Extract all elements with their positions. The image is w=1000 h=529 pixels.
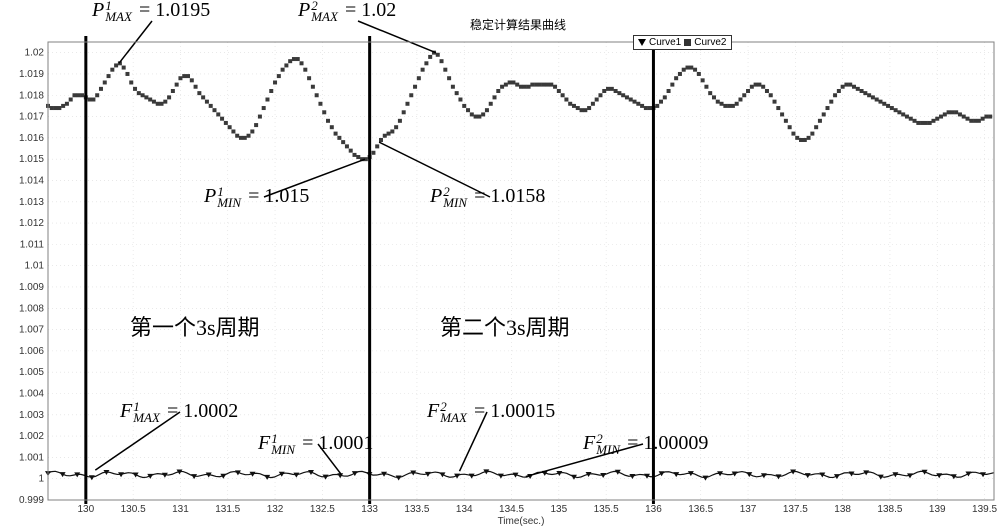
svg-text:1.012: 1.012 bbox=[19, 218, 44, 229]
annotation-pmin1: P1MIN = 1.015 bbox=[204, 185, 309, 208]
svg-text:1.013: 1.013 bbox=[19, 197, 44, 208]
legend-item-2: Curve2 bbox=[694, 37, 726, 48]
svg-text:1.019: 1.019 bbox=[19, 69, 44, 80]
svg-text:133.5: 133.5 bbox=[404, 504, 429, 515]
chart-canvas: 0.999 1 1.001 1.002 1.003 1.004 1.005 1.006 1.00… bbox=[0, 0, 1000, 529]
svg-text:1.02: 1.02 bbox=[25, 48, 45, 59]
svg-text:135.5: 135.5 bbox=[594, 504, 619, 515]
svg-text:130: 130 bbox=[77, 504, 94, 515]
square-icon bbox=[684, 39, 691, 46]
svg-text:132: 132 bbox=[267, 504, 284, 515]
svg-text:138: 138 bbox=[834, 504, 851, 515]
svg-text:135: 135 bbox=[550, 504, 567, 515]
svg-text:0.999: 0.999 bbox=[19, 495, 44, 506]
svg-text:132.5: 132.5 bbox=[310, 504, 335, 515]
svg-text:1.005: 1.005 bbox=[19, 367, 44, 378]
svg-text:1.008: 1.008 bbox=[19, 303, 44, 314]
annotation-top_pmax2: P2MAX = 1.02 bbox=[298, 0, 396, 22]
triangle-icon bbox=[638, 39, 646, 46]
svg-text:136.5: 136.5 bbox=[688, 504, 713, 515]
svg-text:1.007: 1.007 bbox=[19, 325, 44, 336]
svg-text:1.014: 1.014 bbox=[19, 175, 44, 186]
svg-text:1.002: 1.002 bbox=[19, 431, 44, 442]
chart-title: 稳定计算结果曲线 bbox=[470, 16, 566, 33]
svg-text:1.011: 1.011 bbox=[20, 239, 45, 250]
svg-text:1.004: 1.004 bbox=[19, 388, 44, 399]
svg-text:1.006: 1.006 bbox=[19, 346, 44, 357]
svg-text:1.001: 1.001 bbox=[19, 452, 44, 463]
svg-text:137.5: 137.5 bbox=[783, 504, 808, 515]
annotation-top_pmax1: P1MAX = 1.0195 bbox=[92, 0, 210, 22]
svg-text:1: 1 bbox=[38, 474, 44, 485]
annotation-fmax1: F1MAX = 1.0002 bbox=[120, 400, 238, 423]
svg-text:130.5: 130.5 bbox=[121, 504, 146, 515]
svg-text:134: 134 bbox=[456, 504, 473, 515]
annotation-fmax2: F2MAX = 1.00015 bbox=[427, 400, 555, 423]
svg-text:138.5: 138.5 bbox=[877, 504, 902, 515]
legend: Curve1 Curve2 bbox=[633, 35, 732, 50]
legend-item-1: Curve1 bbox=[649, 37, 681, 48]
svg-text:133: 133 bbox=[361, 504, 378, 515]
svg-text:1.009: 1.009 bbox=[19, 282, 44, 293]
svg-text:1.015: 1.015 bbox=[19, 154, 44, 165]
svg-text:131: 131 bbox=[172, 504, 189, 515]
annotation-period1_label: 第一个3s周期 bbox=[130, 310, 260, 342]
svg-text:131.5: 131.5 bbox=[215, 504, 240, 515]
annotation-pmin2: P2MIN = 1.0158 bbox=[430, 185, 545, 208]
svg-text:139: 139 bbox=[929, 504, 946, 515]
svg-text:136: 136 bbox=[645, 504, 662, 515]
annotation-fmin2: F2MIN = 1.00009 bbox=[583, 432, 708, 455]
svg-text:1.016: 1.016 bbox=[19, 133, 44, 144]
svg-text:1.003: 1.003 bbox=[19, 410, 44, 421]
svg-text:Time(sec.): Time(sec.) bbox=[498, 516, 545, 527]
annotation-period2_label: 第二个3s周期 bbox=[440, 310, 570, 342]
svg-text:1.018: 1.018 bbox=[19, 90, 44, 101]
svg-text:134.5: 134.5 bbox=[499, 504, 524, 515]
svg-text:139.5: 139.5 bbox=[972, 504, 997, 515]
annotation-fmin1: F1MIN = 1.0001 bbox=[258, 432, 373, 455]
svg-text:1.01: 1.01 bbox=[25, 261, 45, 272]
svg-text:1.017: 1.017 bbox=[19, 112, 44, 123]
svg-text:137: 137 bbox=[740, 504, 757, 515]
